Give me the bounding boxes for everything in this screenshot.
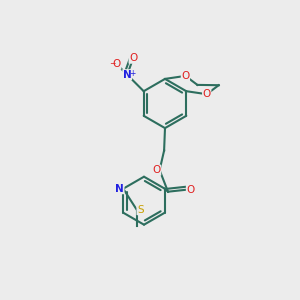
Text: O: O: [181, 71, 190, 81]
Text: −: −: [109, 59, 115, 68]
Text: S: S: [137, 205, 144, 215]
Text: N: N: [115, 184, 124, 194]
Text: O: O: [202, 89, 211, 99]
Text: +: +: [129, 69, 135, 78]
Text: N: N: [123, 70, 132, 80]
Text: O: O: [129, 53, 137, 63]
Text: O: O: [152, 165, 161, 175]
Text: O: O: [112, 59, 121, 69]
Text: O: O: [186, 184, 195, 195]
